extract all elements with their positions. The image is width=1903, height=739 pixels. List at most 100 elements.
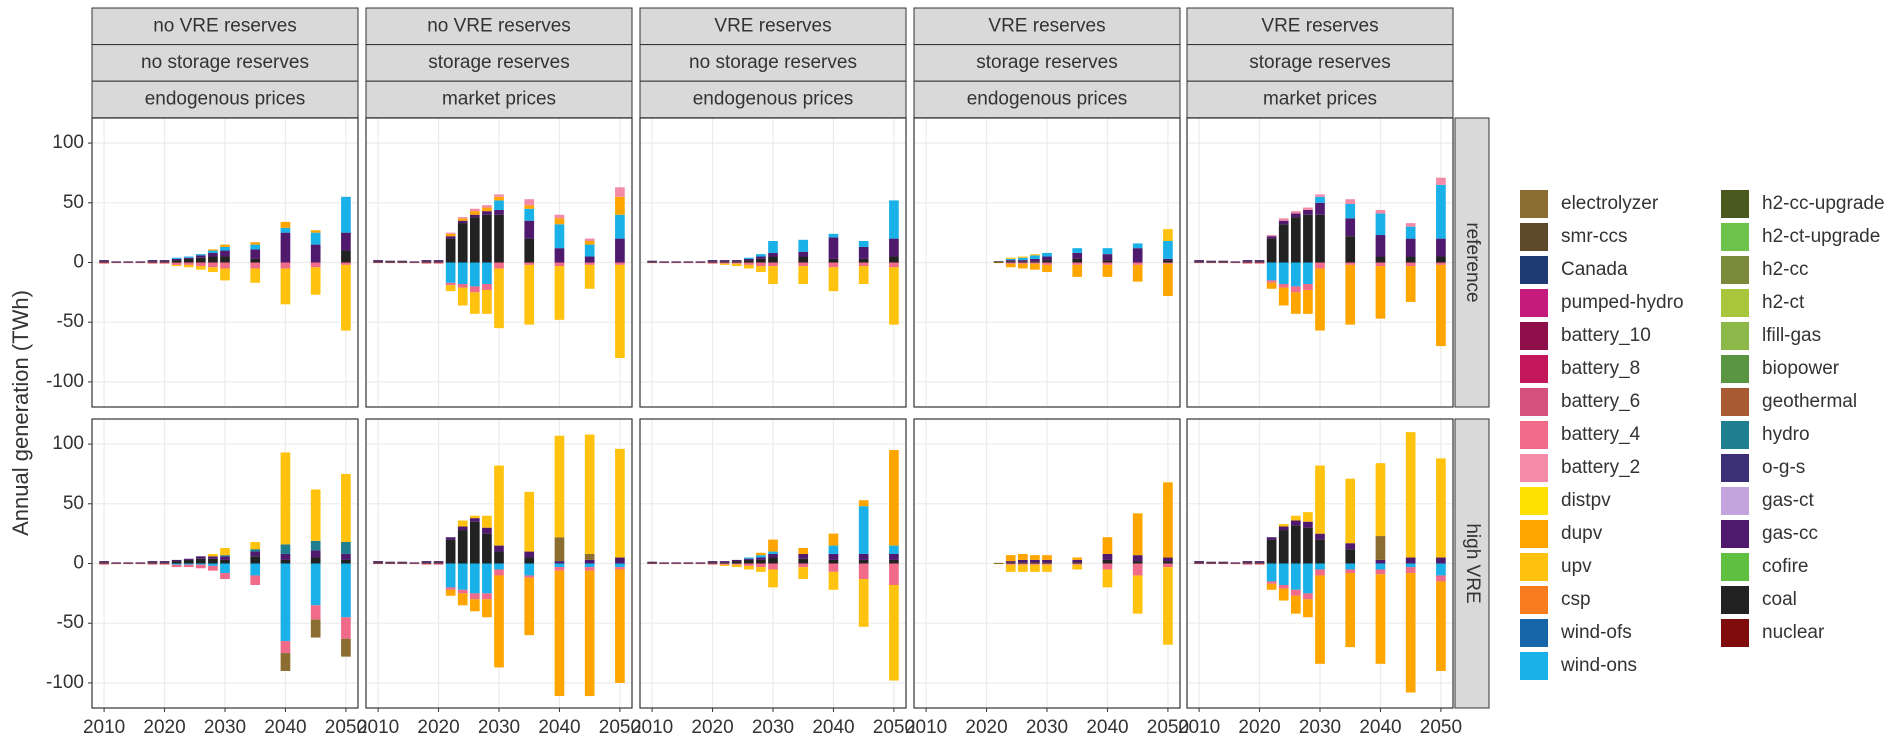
bar-segment [1042, 260, 1052, 263]
strip [1454, 117, 1490, 408]
bar-segment [183, 262, 194, 265]
bar-segment [147, 262, 158, 264]
legend-swatch [1520, 289, 1548, 317]
bar-segment [1303, 214, 1313, 263]
bar-segment [341, 264, 351, 331]
bar-segment [858, 579, 869, 627]
bar-segment [1230, 562, 1241, 564]
legend-swatch [1721, 619, 1749, 647]
bar-segment [397, 562, 408, 564]
x-tick-label: 2050 [599, 717, 641, 738]
bar-segment [1005, 262, 1016, 264]
bar-segment [494, 194, 504, 197]
legend-swatch [1520, 652, 1548, 680]
bar-segment [1030, 258, 1040, 262]
bar-segment [768, 553, 778, 558]
bar-segment [1278, 283, 1289, 288]
bar-segment [647, 563, 657, 565]
bar-segment [1266, 280, 1277, 283]
bar-segment [341, 553, 351, 560]
bar-segment [1072, 564, 1083, 570]
bar-segment [1005, 561, 1016, 563]
legend-swatch [1520, 256, 1548, 284]
bar-segment [445, 563, 456, 588]
bar-segment [1254, 561, 1265, 563]
bar-segment [768, 266, 778, 284]
bar-segment [433, 561, 444, 563]
bar-segment [310, 244, 321, 263]
bar-segment [1030, 564, 1040, 572]
legend-label: wind-ons [1560, 655, 1637, 676]
strip [1454, 418, 1490, 709]
bar-segment [1072, 562, 1083, 564]
bar-segment [659, 562, 670, 563]
bar-segment [1278, 220, 1289, 225]
strip [913, 80, 1181, 119]
bar-segment [135, 562, 146, 563]
strip-label: VRE reserves [714, 15, 831, 36]
bar-segment [1290, 520, 1301, 526]
bar-segment [554, 563, 565, 568]
bar-segment [171, 262, 182, 265]
bar-segment [1254, 262, 1265, 264]
bar-segment [584, 570, 595, 697]
bar-segment [397, 262, 408, 264]
bar-segment [123, 562, 134, 564]
bar-segment [445, 537, 456, 540]
bar-segment [1290, 525, 1301, 564]
bar-segment [385, 260, 396, 262]
bar-segment [768, 241, 778, 253]
bar-segment [524, 575, 535, 578]
bar-segment [858, 553, 869, 560]
bar-segment [135, 261, 146, 262]
bar-segment [828, 258, 839, 263]
bar-segment [111, 562, 122, 563]
bar-segment [445, 262, 456, 283]
strip-label: market prices [1263, 89, 1377, 110]
bar-segment [615, 196, 625, 215]
bar-segment [208, 558, 218, 564]
bar-segment [889, 545, 899, 554]
bar-segment [743, 262, 754, 265]
bar-segment [1375, 574, 1386, 664]
bar-segment [756, 567, 766, 572]
bar-segment [615, 448, 625, 558]
bar-segment [1303, 521, 1313, 528]
strip [91, 44, 359, 82]
bar-segment [798, 547, 809, 554]
strip-label: storage reserves [976, 52, 1118, 73]
bar-segment [469, 563, 480, 594]
bar-segment [1345, 199, 1356, 204]
bar-segment [731, 260, 742, 262]
legend-swatch [1520, 487, 1548, 515]
bar-segment [469, 518, 480, 522]
bar-segment [707, 562, 718, 564]
bar-segment [756, 262, 766, 267]
bar-segment [1005, 261, 1016, 263]
legend-swatch [1520, 322, 1548, 350]
bar-segment [171, 563, 182, 565]
legend-label: battery_8 [1561, 358, 1640, 379]
bar-segment [719, 564, 730, 566]
bar-segment [647, 562, 657, 564]
bar-segment [469, 292, 480, 314]
bar-segment [993, 563, 1004, 565]
bar-segment [731, 564, 742, 568]
bar-segment [719, 262, 730, 264]
bar-segment [743, 563, 754, 566]
bar-segment [280, 232, 291, 263]
bar-segment [1132, 563, 1143, 576]
strip [1186, 44, 1454, 82]
bar-segment [1102, 254, 1113, 261]
y-axis-title: Annual generation (TWh) [8, 290, 33, 536]
bar-segment [659, 562, 670, 564]
bar-segment [445, 282, 456, 286]
bar-segment [421, 562, 432, 564]
bar-segment [1278, 563, 1289, 585]
bar-segment [1436, 575, 1446, 582]
bar-segment [768, 539, 778, 552]
bar-segment [1375, 559, 1386, 564]
bar-segment [1017, 261, 1028, 263]
bar-segment [1132, 513, 1143, 556]
x-tick-label: 2010 [1178, 717, 1220, 738]
